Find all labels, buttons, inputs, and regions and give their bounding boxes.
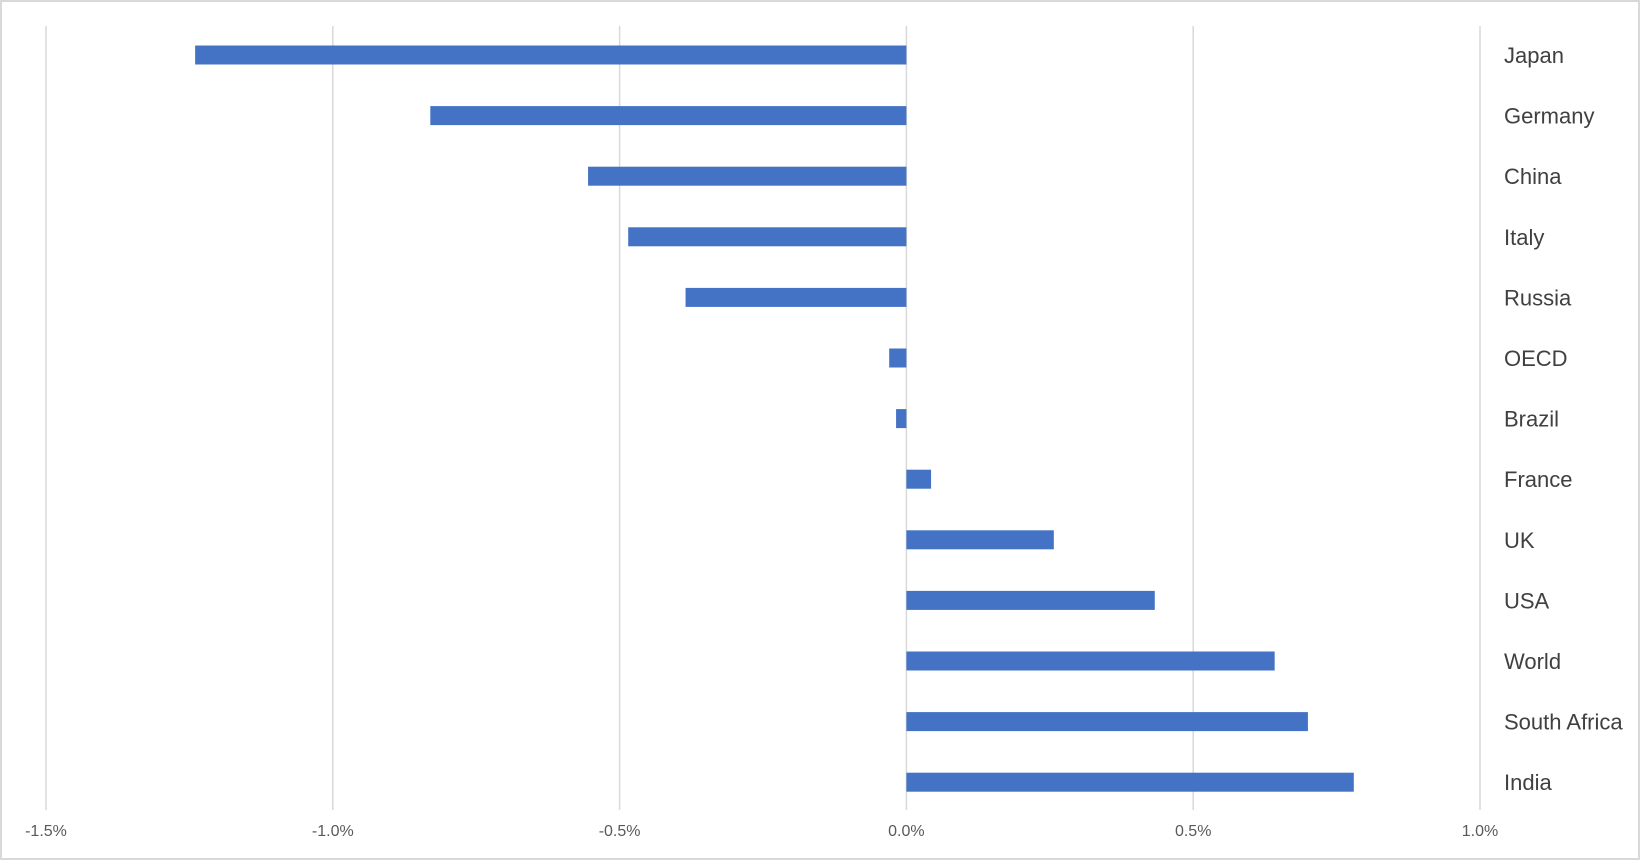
- x-tick-label: -0.5%: [599, 823, 641, 840]
- category-label-germany: Germany: [1504, 104, 1594, 129]
- category-label-china: China: [1504, 164, 1562, 189]
- bar-brazil: [896, 409, 907, 429]
- bar-china: [588, 166, 907, 186]
- category-label-russia: Russia: [1504, 285, 1572, 310]
- category-label-brazil: Brazil: [1504, 407, 1559, 432]
- category-label-japan: Japan: [1504, 43, 1564, 68]
- category-label-oecd: OECD: [1504, 346, 1568, 371]
- bar-russia: [685, 287, 907, 307]
- category-labels: Japan Germany China Italy Russia OECD Brazil Fr…: [1504, 43, 1623, 795]
- x-tick-label: -1.5%: [25, 823, 67, 840]
- category-label-world: World: [1504, 649, 1561, 674]
- bar-japan: [195, 45, 907, 65]
- category-label-uk: UK: [1504, 528, 1535, 553]
- category-label-italy: Italy: [1504, 225, 1544, 250]
- bar-world: [906, 651, 1275, 671]
- bar-usa: [906, 590, 1155, 610]
- x-tick-label: 0.0%: [888, 823, 924, 840]
- bar-uk: [906, 530, 1054, 550]
- x-tick-label: -1.0%: [312, 823, 354, 840]
- bar-italy: [628, 227, 907, 247]
- category-label-france: France: [1504, 467, 1572, 492]
- bar-india: [906, 772, 1354, 792]
- x-axis-tick-labels: -1.5% -1.0% -0.5% 0.0% 0.5% 1.0%: [25, 823, 1498, 840]
- x-tick-label: 0.5%: [1175, 823, 1211, 840]
- bar-oecd: [889, 348, 907, 368]
- bar-france: [906, 469, 932, 489]
- gridlines: [45, 26, 1481, 810]
- x-tick-label: 1.0%: [1462, 823, 1498, 840]
- category-label-south-africa: South Africa: [1504, 710, 1623, 735]
- bars: [195, 45, 1354, 792]
- category-label-usa: USA: [1504, 588, 1550, 613]
- bar-south-africa: [906, 712, 1308, 732]
- category-label-india: India: [1504, 770, 1552, 795]
- bar-germany: [430, 106, 907, 126]
